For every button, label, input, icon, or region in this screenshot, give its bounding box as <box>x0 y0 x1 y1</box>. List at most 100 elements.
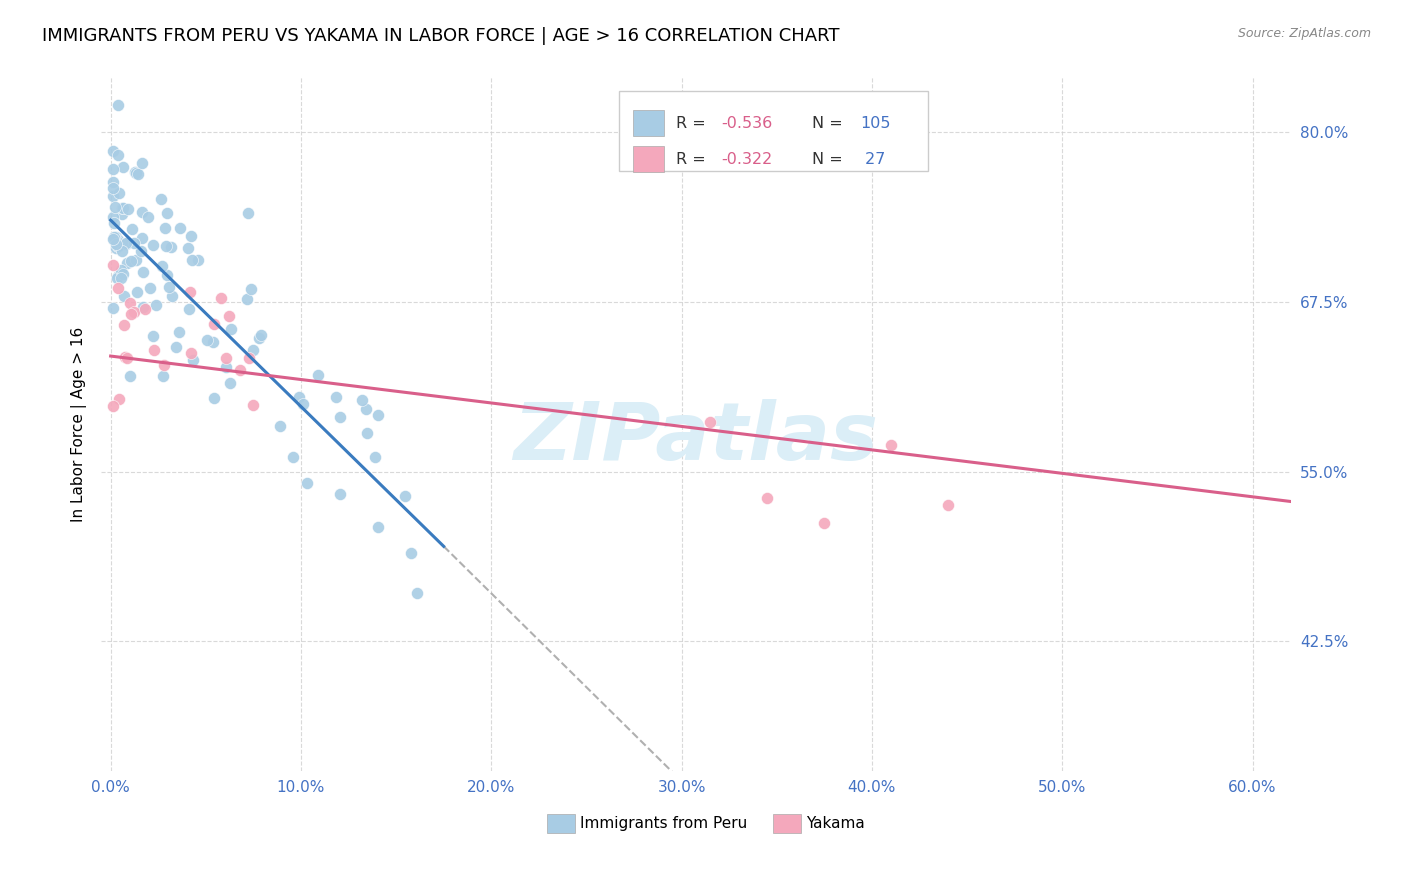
Point <box>209 292 232 306</box>
Point <box>111 202 134 216</box>
Point <box>131 155 153 169</box>
Point <box>101 181 124 195</box>
Point <box>177 241 200 255</box>
Point <box>120 254 142 268</box>
Point <box>165 340 187 354</box>
Point <box>215 351 238 366</box>
Point <box>936 498 959 512</box>
Point <box>117 202 139 216</box>
Point <box>307 368 329 382</box>
Point <box>880 438 903 452</box>
Point <box>103 230 125 244</box>
Bar <box>633 146 664 172</box>
Point <box>105 270 128 285</box>
Point <box>118 369 141 384</box>
Y-axis label: In Labor Force | Age > 16: In Labor Force | Age > 16 <box>72 326 87 522</box>
Point <box>112 201 135 215</box>
Point <box>195 333 218 347</box>
Point <box>131 300 153 314</box>
Point <box>329 487 352 501</box>
Point <box>124 165 146 179</box>
Point <box>356 401 378 416</box>
Point <box>155 221 177 235</box>
Point <box>104 200 127 214</box>
Point <box>118 296 141 310</box>
Point <box>107 239 129 253</box>
Point <box>219 321 242 335</box>
Point <box>394 489 416 503</box>
Point <box>236 293 259 307</box>
Text: IMMIGRANTS FROM PERU VS YAKAMA IN LABOR FORCE | AGE > 16 CORRELATION CHART: IMMIGRANTS FROM PERU VS YAKAMA IN LABOR … <box>42 27 839 45</box>
Point <box>367 520 389 534</box>
Point <box>120 307 142 321</box>
Point <box>101 144 124 158</box>
Point <box>160 289 183 303</box>
Text: R =: R = <box>676 116 710 131</box>
Point <box>101 232 124 246</box>
Point <box>103 216 125 230</box>
Point <box>249 327 271 342</box>
Point <box>292 397 315 411</box>
Point <box>107 233 129 247</box>
Point <box>112 289 135 303</box>
Point <box>356 425 378 440</box>
FancyBboxPatch shape <box>619 91 928 171</box>
Point <box>127 167 149 181</box>
Point <box>103 161 125 176</box>
Point <box>756 491 779 505</box>
Point <box>101 399 124 413</box>
Point <box>169 325 191 339</box>
Point <box>139 281 162 295</box>
Point <box>107 148 129 162</box>
Point <box>156 268 179 283</box>
Point <box>145 298 167 312</box>
Point <box>134 302 156 317</box>
Point <box>107 281 129 295</box>
Point <box>108 186 131 201</box>
Text: N =: N = <box>813 116 848 131</box>
Point <box>202 391 225 405</box>
Point <box>153 358 176 372</box>
Point <box>143 343 166 357</box>
Text: ZIPatlas: ZIPatlas <box>513 399 879 477</box>
Point <box>101 210 124 224</box>
Text: R =: R = <box>676 152 710 167</box>
Point <box>131 205 153 219</box>
Point <box>142 238 165 252</box>
Point <box>110 263 132 277</box>
Point <box>218 309 240 323</box>
Point <box>406 586 429 600</box>
Text: N =: N = <box>813 152 848 167</box>
Point <box>107 392 129 406</box>
Point <box>238 351 260 365</box>
Point <box>150 259 173 273</box>
Point <box>228 362 250 376</box>
Point <box>247 331 270 345</box>
Bar <box>633 110 664 136</box>
Point <box>364 450 387 465</box>
Point <box>150 192 173 206</box>
Point <box>813 516 835 530</box>
Text: -0.536: -0.536 <box>721 116 772 131</box>
Point <box>112 267 135 281</box>
Point <box>179 285 201 299</box>
Bar <box>547 814 575 833</box>
Point <box>110 271 132 285</box>
Point <box>269 419 291 434</box>
Point <box>215 360 238 375</box>
Text: Source: ZipAtlas.com: Source: ZipAtlas.com <box>1237 27 1371 40</box>
Point <box>169 220 191 235</box>
Point <box>111 244 134 259</box>
Point <box>101 175 124 189</box>
Point <box>125 166 148 180</box>
Point <box>281 450 304 464</box>
Point <box>367 408 389 422</box>
Point <box>156 206 179 220</box>
Point <box>122 305 145 319</box>
Point <box>329 409 352 424</box>
Text: Immigrants from Peru: Immigrants from Peru <box>581 816 748 830</box>
Point <box>202 317 225 331</box>
Point <box>350 393 373 408</box>
Point <box>177 302 200 317</box>
Point <box>107 97 129 112</box>
